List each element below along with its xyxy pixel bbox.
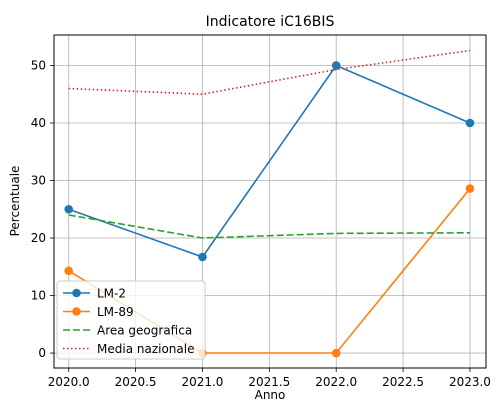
x-tick-label: 2023.0	[449, 375, 491, 389]
legend-label-lm-2: LM-2	[97, 287, 126, 301]
series-lm-2	[64, 61, 475, 262]
series-line-media-nazionale	[68, 49, 471, 96]
x-tick-label: 2020.0	[48, 375, 90, 389]
legend-label-area-geografica: Area geografica	[97, 324, 192, 338]
data-point-lm-2	[465, 118, 475, 128]
series-area-geografica	[68, 214, 471, 239]
plot-frame	[53, 34, 487, 369]
x-axis-label: Anno	[255, 388, 286, 401]
x-axis-ticks: 2020.0 2020.5 2021.0 2021.5 2022.0 2022.5 2023…	[48, 368, 491, 389]
y-axis-ticks: 0 10 20 30 40 50	[31, 58, 54, 360]
y-axis-label: Percentuale	[8, 166, 22, 237]
legend-marker-lm-2	[72, 288, 81, 298]
legend-label-media-nazionale: Media nazionale	[97, 342, 194, 356]
legend-marker-lm-89	[72, 307, 81, 316]
series-line-area-geografica	[68, 214, 471, 239]
y-tick-label: 0	[38, 346, 46, 360]
legend-label-lm-89: LM-89	[97, 305, 134, 319]
data-point-lm-89	[465, 184, 475, 193]
x-tick-label: 2020.5	[115, 375, 157, 389]
legend: LM-2 LM-89 Area geografica Media nazionale	[56, 280, 206, 360]
y-tick-label: 10	[31, 289, 46, 303]
series-line-lm-2	[68, 64, 471, 258]
x-tick-label: 2021.5	[248, 375, 290, 389]
data-point-lm-89	[64, 266, 74, 276]
data-point-lm-2	[64, 204, 74, 214]
y-tick-label: 40	[31, 116, 46, 130]
data-point-lm-89	[331, 348, 341, 358]
chart-title: Indicatore iC16BIS	[206, 14, 335, 30]
y-tick-label: 50	[31, 58, 46, 72]
x-tick-label: 2022.5	[382, 375, 424, 389]
legend-box	[56, 280, 206, 360]
series-media-nazionale	[68, 49, 471, 96]
y-tick-label: 20	[31, 231, 46, 245]
data-point-lm-2	[331, 61, 341, 70]
x-tick-label: 2022.0	[315, 375, 357, 389]
data-point-lm-2	[198, 252, 207, 262]
x-tick-label: 2021.0	[181, 375, 223, 389]
y-tick-label: 30	[31, 174, 46, 188]
